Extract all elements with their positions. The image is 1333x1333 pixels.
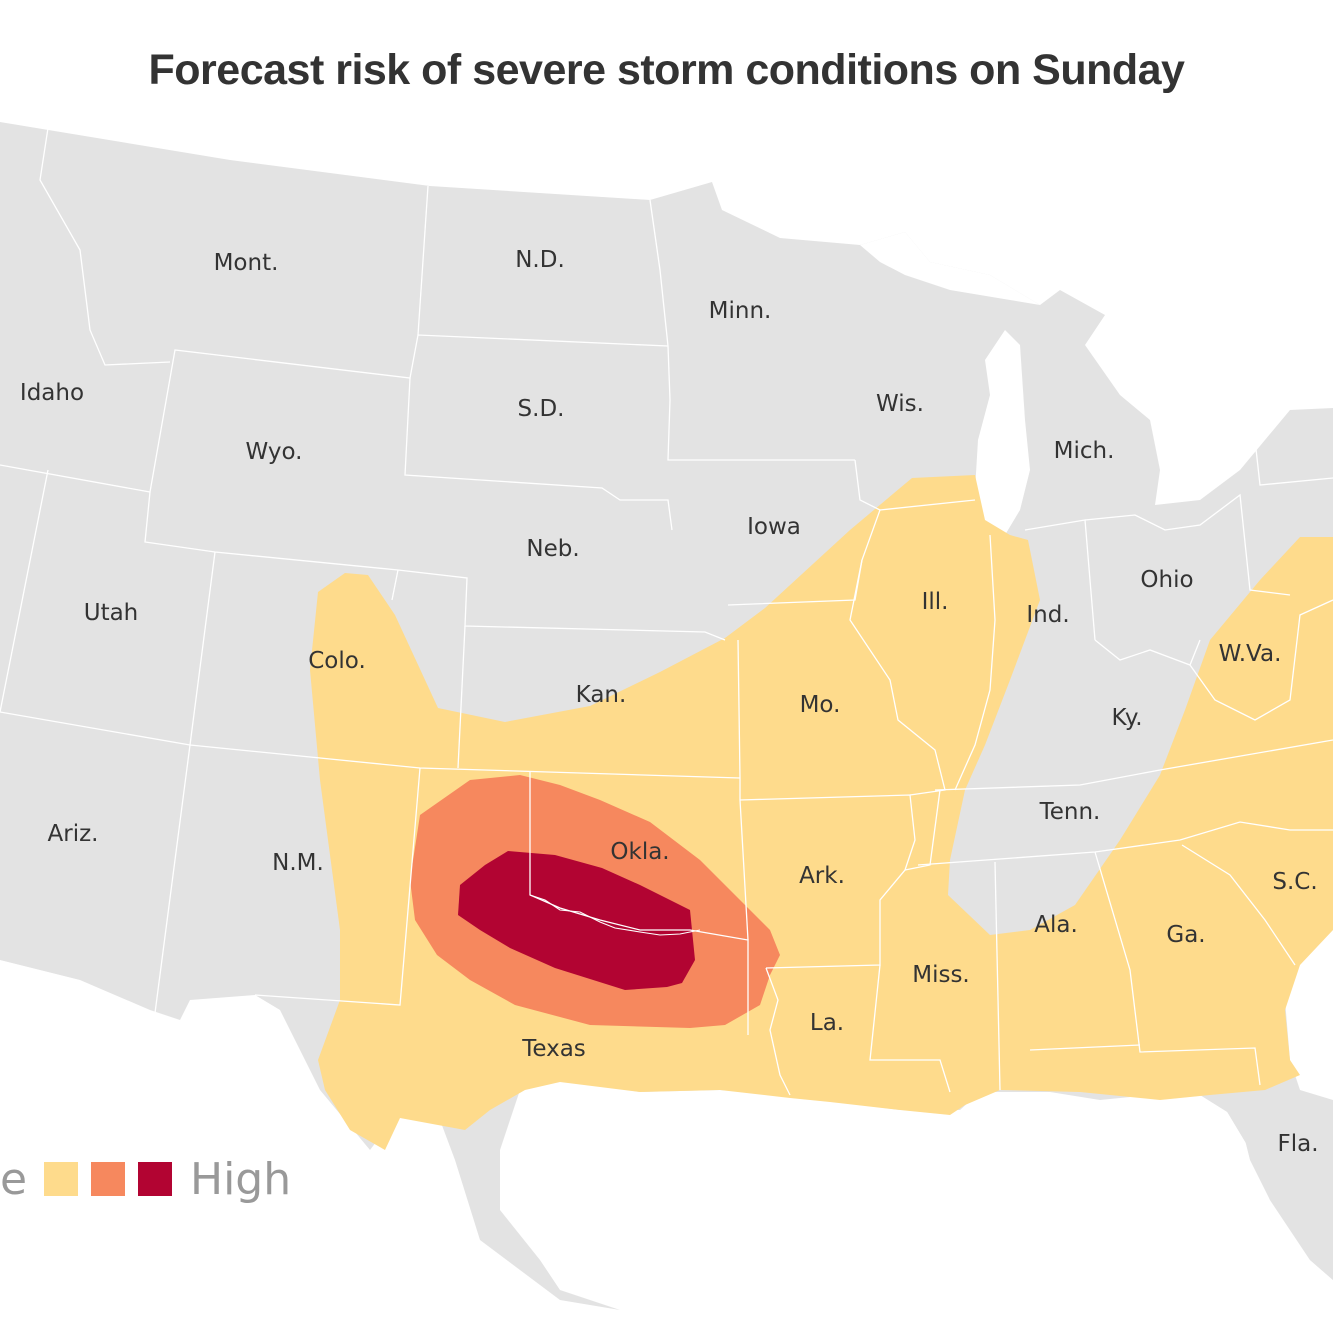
state-label-iowa: Iowa (747, 514, 801, 540)
state-label-ark: Ark. (799, 863, 845, 889)
state-label-fla: Fla. (1277, 1131, 1318, 1157)
state-label-sc: S.C. (1272, 869, 1317, 895)
state-label-ala: Ala. (1034, 912, 1078, 938)
risk-area-high (458, 851, 695, 990)
state-label-miss: Miss. (912, 962, 970, 988)
state-label-okla: Okla. (610, 839, 669, 865)
risk-areas (310, 475, 1333, 1150)
state-label-sd: S.D. (518, 396, 565, 422)
map-title: Forecast risk of severe storm conditions… (148, 46, 1185, 94)
state-label-mont: Mont. (214, 250, 279, 276)
state-label-ind: Ind. (1026, 602, 1069, 628)
state-label-ill: Ill. (922, 589, 949, 615)
state-labels: Mont. N.D. Minn. Idaho S.D. Wis. Mich. W… (20, 247, 1319, 1157)
state-label-colo: Colo. (308, 648, 366, 674)
state-label-wis: Wis. (876, 391, 924, 417)
state-label-mo: Mo. (800, 692, 841, 718)
state-label-ky: Ky. (1111, 705, 1142, 731)
legend-swatch-low (44, 1162, 78, 1196)
state-label-nd: N.D. (515, 247, 565, 273)
legend-high-label: High (190, 1154, 292, 1205)
state-label-ga: Ga. (1166, 922, 1205, 948)
state-borders (0, 127, 1333, 1096)
state-label-neb: Neb. (526, 536, 579, 562)
state-label-ariz: Ariz. (48, 821, 99, 847)
state-label-texas: Texas (521, 1036, 586, 1062)
state-label-utah: Utah (84, 600, 139, 626)
state-label-wva: W.Va. (1219, 641, 1282, 667)
legend-swatch-high (138, 1162, 172, 1196)
lake-michigan (975, 330, 1030, 535)
lake-superior (860, 232, 1040, 305)
state-label-la: La. (810, 1010, 844, 1036)
legend-swatch-medium (91, 1162, 125, 1196)
legend-low-label: e (0, 1154, 28, 1205)
state-label-ohio: Ohio (1140, 567, 1193, 593)
state-label-minn: Minn. (709, 298, 772, 324)
state-label-kan: Kan. (576, 682, 627, 708)
state-label-tenn: Tenn. (1039, 799, 1101, 825)
florida-land (1180, 1080, 1333, 1280)
state-label-mich: Mich. (1054, 438, 1115, 464)
state-label-nm: N.M. (272, 850, 324, 876)
state-label-idaho: Idaho (20, 380, 84, 406)
state-label-wyo: Wyo. (246, 439, 303, 465)
